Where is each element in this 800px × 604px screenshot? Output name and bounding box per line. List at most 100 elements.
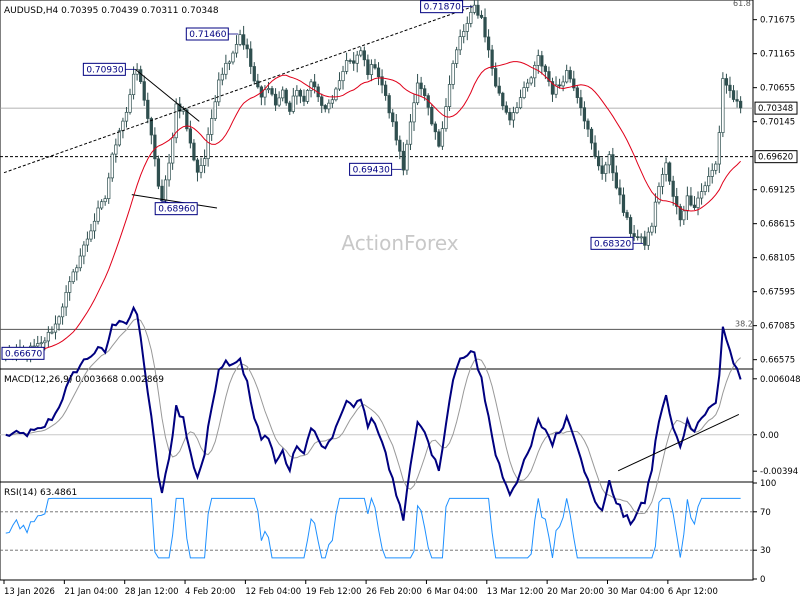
candle-body [667, 162, 672, 182]
annotation-label: 0.68320 [594, 239, 631, 249]
candle-body [220, 73, 224, 81]
price-tick-label: 0.71675 [760, 16, 795, 26]
candle-body [376, 67, 381, 78]
candle-body [206, 134, 210, 160]
candle-body [724, 78, 729, 86]
candle-body [295, 90, 299, 97]
candle-body [415, 82, 420, 104]
candle-body [185, 109, 189, 130]
candle-body [57, 316, 61, 325]
time-tick-label: 19 Feb 12:00 [306, 587, 362, 597]
watermark: ActionForex [341, 231, 458, 255]
candle-body [149, 118, 153, 136]
candle-body [366, 59, 370, 75]
candle-body [540, 55, 544, 67]
time-tick-label: 28 Jan 12:00 [125, 587, 179, 597]
macd-label: MACD(12,26,9) 0.003668 0.002869 [4, 375, 164, 385]
candle-body [593, 142, 597, 157]
annotation-label: 0.66670 [5, 349, 42, 359]
chart-header-symbol: AUDUSD,H4 0.70395 0.70439 0.70311 0.7034… [4, 6, 219, 16]
candle-body [139, 69, 143, 82]
candle-body [511, 112, 516, 121]
candle-body [486, 36, 491, 51]
annotation-box [154, 202, 198, 216]
candle-body [341, 71, 345, 82]
candle-body [483, 17, 487, 38]
moving-average-line [5, 61, 741, 356]
candle-body [323, 105, 327, 110]
annotation-box [420, 0, 464, 14]
candle-body [515, 107, 519, 114]
macd-line [5, 305, 742, 527]
price-tick-label: 0.70655 [760, 84, 795, 94]
candle-body [309, 81, 313, 91]
candle-body [490, 49, 494, 69]
macd-signal-line [5, 318, 741, 515]
candle-body [639, 236, 643, 239]
candle-body [238, 34, 242, 45]
candle-body [604, 164, 608, 174]
price-tick-label: 0.69125 [760, 186, 795, 196]
candle-body [263, 89, 267, 98]
candle-body [458, 36, 462, 51]
annotation-label: 0.68960 [158, 205, 195, 215]
candle-body [533, 65, 537, 79]
candle-body [131, 73, 136, 95]
candle-body [710, 169, 714, 177]
candle-body [96, 207, 100, 222]
candle-body [465, 23, 469, 32]
candle-body [273, 93, 278, 106]
candle-body [231, 52, 235, 63]
candle-body [359, 50, 363, 56]
candle-body [738, 100, 743, 109]
candle-body [621, 194, 626, 213]
candle-body [554, 84, 558, 95]
candle-body [699, 191, 704, 199]
candle-body [195, 159, 200, 173]
candle-body [153, 134, 157, 160]
candle-body [46, 331, 50, 342]
candle-body [387, 95, 391, 114]
candle-body [171, 137, 175, 164]
candle-body [657, 186, 661, 203]
candle-body [174, 103, 178, 139]
level-price-badge-box [754, 150, 798, 164]
candle-body [249, 48, 253, 67]
candle-body [146, 99, 150, 119]
candle-body [256, 80, 260, 88]
candle-body [646, 231, 650, 246]
solid-trendline [135, 68, 200, 122]
candle-body [68, 281, 72, 293]
candle-body [586, 120, 590, 130]
candle-body [128, 94, 132, 113]
candle-body [82, 244, 86, 257]
candle-body [675, 196, 679, 207]
candle-body [628, 217, 633, 234]
candle-body [192, 142, 196, 161]
candle-body [337, 80, 342, 90]
candle-body [721, 78, 725, 133]
macd-tick-label: 0.00 [760, 431, 779, 441]
candle-body [508, 111, 512, 121]
candle-body [479, 14, 484, 18]
candle-body [36, 343, 40, 347]
candle-body [298, 90, 303, 97]
candle-body [664, 162, 668, 175]
time-tick-label: 12 Feb 04:00 [245, 587, 301, 597]
candle-body [653, 201, 658, 227]
candle-body [714, 163, 718, 171]
time-tick-label: 13 Jan 2026 [4, 587, 55, 597]
candle-body [703, 185, 707, 192]
candle-body [543, 65, 547, 72]
price-tick-label: 0.67595 [760, 288, 795, 298]
candle-body [53, 323, 58, 333]
candle-body [391, 112, 395, 123]
candle-body [671, 180, 675, 197]
candle-body [561, 81, 565, 87]
candle-body [89, 230, 93, 240]
annotation-box [82, 62, 126, 76]
candle-body [572, 78, 576, 89]
candle-body [589, 128, 594, 144]
candle-body [728, 84, 732, 91]
